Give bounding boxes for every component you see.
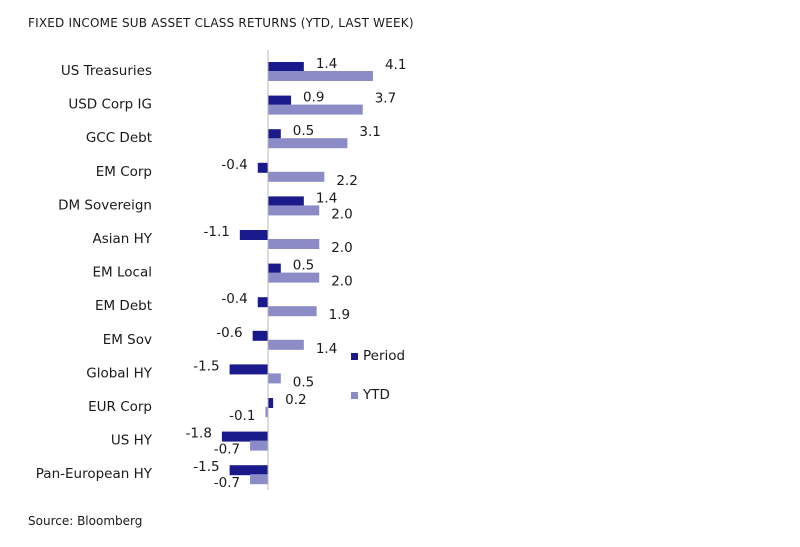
ytd-bar-usd-corp-ig bbox=[268, 104, 363, 115]
category-label-eur-corp: EUR Corp bbox=[88, 399, 152, 415]
legend-swatch-period bbox=[351, 353, 358, 360]
ytd-value-label-global-hy: 0.5 bbox=[293, 374, 314, 390]
ytd-value-label-us-treasuries: 4.1 bbox=[385, 57, 406, 73]
category-label-em-corp: EM Corp bbox=[96, 164, 152, 180]
period-value-label-us-treasuries: 1.4 bbox=[316, 56, 337, 72]
ytd-value-label-dm-sovereign: 2.0 bbox=[331, 206, 352, 222]
period-bar-em-local bbox=[268, 263, 281, 274]
period-bar-pan-european-hy bbox=[229, 465, 268, 476]
period-value-label-asian-hy: -1.1 bbox=[203, 224, 229, 240]
category-label-usd-corp-ig: USD Corp IG bbox=[68, 97, 152, 113]
category-label-us-treasuries: US Treasuries bbox=[61, 63, 152, 79]
category-label-gcc-debt: GCC Debt bbox=[86, 130, 152, 146]
ytd-bar-em-sov bbox=[268, 339, 304, 350]
period-bar-global-hy bbox=[229, 364, 268, 375]
period-bar-us-hy bbox=[221, 431, 268, 442]
category-label-asian-hy: Asian HY bbox=[92, 231, 152, 247]
ytd-value-label-usd-corp-ig: 3.7 bbox=[375, 91, 396, 107]
ytd-value-label-gcc-debt: 3.1 bbox=[359, 124, 380, 140]
period-bar-asian-hy bbox=[239, 230, 268, 240]
period-bar-em-corp bbox=[257, 162, 268, 173]
ytd-bar-global-hy bbox=[268, 373, 281, 384]
period-bar-us-treasuries bbox=[268, 62, 304, 72]
ytd-bar-us-hy bbox=[250, 440, 268, 451]
period-value-label-pan-european-hy: -1.5 bbox=[193, 459, 219, 475]
legend-swatch-ytd bbox=[351, 392, 358, 399]
chart-title: FIXED INCOME SUB ASSET CLASS RETURNS (YT… bbox=[28, 16, 414, 30]
ytd-value-label-em-sov: 1.4 bbox=[316, 341, 337, 357]
period-value-label-us-hy: -1.8 bbox=[186, 426, 212, 442]
period-value-label-dm-sovereign: 1.4 bbox=[316, 190, 337, 206]
period-bar-gcc-debt bbox=[268, 129, 281, 140]
ytd-bar-em-corp bbox=[268, 171, 325, 182]
legend-label-ytd: YTD bbox=[362, 387, 390, 403]
ytd-bar-gcc-debt bbox=[268, 138, 348, 149]
ytd-value-label-asian-hy: 2.0 bbox=[331, 240, 352, 256]
period-value-label-usd-corp-ig: 0.9 bbox=[303, 90, 324, 106]
period-value-label-global-hy: -1.5 bbox=[193, 358, 219, 374]
period-bar-eur-corp bbox=[268, 398, 274, 408]
legend-label-period: Period bbox=[363, 348, 405, 364]
ytd-bar-us-treasuries bbox=[268, 71, 373, 81]
category-label-pan-european-hy: Pan-European HY bbox=[36, 466, 153, 482]
ytd-value-label-em-debt: 1.9 bbox=[329, 307, 350, 323]
ytd-bar-dm-sovereign bbox=[268, 205, 320, 216]
period-value-label-em-sov: -0.6 bbox=[216, 325, 242, 341]
source-note: Source: Bloomberg bbox=[28, 514, 143, 528]
category-label-us-hy: US HY bbox=[111, 433, 153, 449]
category-label-dm-sovereign: DM Sovereign bbox=[58, 197, 152, 213]
ytd-bar-eur-corp bbox=[265, 407, 268, 417]
ytd-value-label-eur-corp: -0.1 bbox=[229, 408, 255, 424]
period-value-label-em-debt: -0.4 bbox=[221, 291, 247, 307]
category-label-em-debt: EM Debt bbox=[95, 298, 152, 314]
ytd-bar-pan-european-hy bbox=[250, 474, 268, 485]
period-value-label-gcc-debt: 0.5 bbox=[293, 123, 314, 139]
period-bar-dm-sovereign bbox=[268, 196, 304, 207]
period-value-label-em-local: 0.5 bbox=[293, 258, 314, 274]
category-label-em-local: EM Local bbox=[93, 265, 152, 281]
ytd-value-label-em-local: 2.0 bbox=[331, 274, 352, 290]
period-bar-usd-corp-ig bbox=[268, 95, 292, 106]
ytd-value-label-us-hy: -0.7 bbox=[214, 442, 240, 458]
ytd-value-label-pan-european-hy: -0.7 bbox=[214, 475, 240, 491]
period-bar-em-debt bbox=[257, 297, 268, 308]
ytd-bar-em-debt bbox=[268, 306, 317, 317]
period-bar-em-sov bbox=[252, 330, 268, 341]
ytd-bar-em-local bbox=[268, 272, 320, 283]
ytd-value-label-em-corp: 2.2 bbox=[336, 173, 357, 189]
category-label-global-hy: Global HY bbox=[86, 365, 153, 381]
category-label-em-sov: EM Sov bbox=[103, 332, 152, 348]
period-value-label-eur-corp: 0.2 bbox=[285, 392, 306, 408]
period-value-label-em-corp: -0.4 bbox=[221, 157, 247, 173]
ytd-bar-asian-hy bbox=[268, 239, 320, 249]
